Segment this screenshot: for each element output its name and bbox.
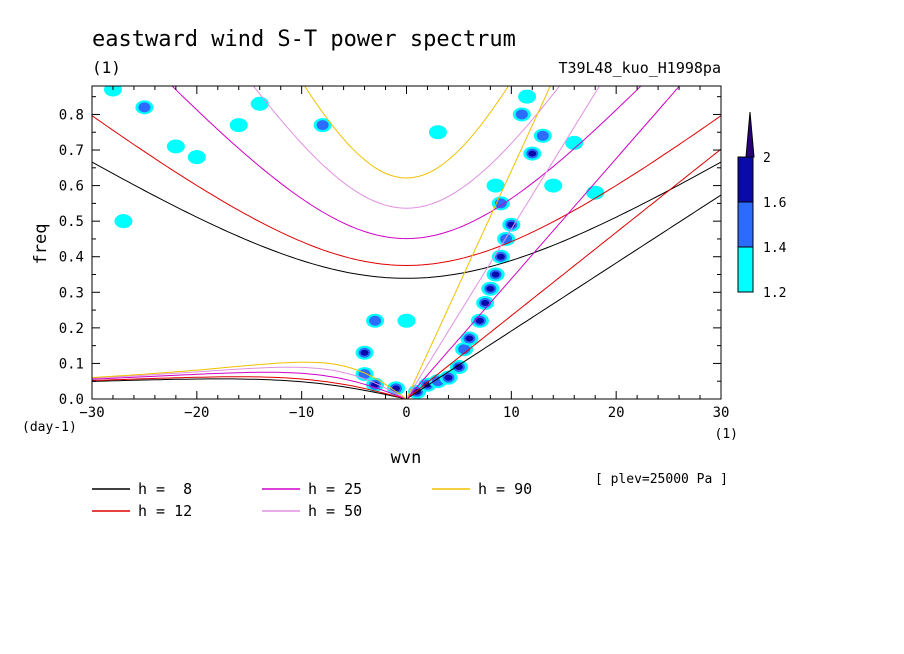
kelvin-curve: [406, 148, 721, 399]
colorbar-box-low: [737, 246, 754, 293]
power-blob-core: [371, 381, 380, 388]
colorbar-box-top: [737, 156, 754, 203]
power-blob-core: [360, 349, 369, 356]
colorbar-arrow: [745, 111, 755, 158]
power-blob-outer: [103, 86, 122, 97]
power-blob-mid: [316, 120, 329, 131]
power-blob-outer: [586, 185, 605, 200]
power-blob-mid: [458, 344, 471, 355]
x-tick-label: −30: [79, 405, 104, 421]
gravity-wave-curve: [171, 86, 642, 240]
rossby-curve: [92, 361, 407, 399]
legend-label: h = 8: [138, 480, 192, 498]
colorbar-box-mid: [737, 201, 754, 248]
power-blob-core: [444, 374, 453, 381]
y-tick-label: 0.6: [59, 179, 84, 195]
rossby-curve: [92, 378, 407, 399]
run-label: T39L48_kuo_H1998pa: [558, 59, 721, 77]
legend: h = 8 h = 12 h = 25 h = 50 h = 90: [92, 480, 532, 520]
x-tick-label: −10: [289, 405, 314, 421]
gravity-wave-curve: [252, 86, 561, 209]
power-blob-outer: [518, 89, 537, 104]
legend-label: h = 90: [478, 480, 532, 498]
rossby-curve: [92, 376, 407, 399]
y-tick-label: 0.7: [59, 143, 84, 159]
y-axis-label: freq: [31, 224, 51, 265]
kelvin-curve: [406, 86, 601, 399]
power-blob-outer: [565, 135, 584, 150]
plot-frame: [91, 85, 722, 400]
power-blob-mid: [500, 233, 513, 244]
kelvin-curve: [406, 86, 681, 399]
power-blob-mid: [369, 315, 382, 326]
power-blob-core: [496, 253, 505, 260]
colorbar-label-1-4: 1.4: [763, 241, 787, 256]
y-axis-ticks: 0.0 0.1 0.2 0.3 0.4 0.5 0.6 0.7 0.8: [59, 96, 721, 408]
rossby-curve: [92, 366, 407, 399]
colorbar-label-1-2: 1.2: [763, 286, 786, 301]
level-note: [ plev=25000 Pa ]: [595, 472, 728, 487]
power-blob-outer: [544, 178, 563, 193]
power-blob-mid: [515, 109, 528, 120]
y-tick-label: 0.4: [59, 250, 84, 266]
power-blob-outer: [397, 313, 416, 328]
power-blob-mid: [536, 130, 549, 141]
power-blob-outer: [486, 178, 505, 193]
power-blob-outer: [428, 125, 447, 140]
y-tick-label: 0.8: [59, 107, 84, 123]
power-contours: [103, 86, 605, 399]
x-tick-label: 20: [608, 405, 625, 421]
power-blob-outer: [250, 96, 269, 111]
x-tick-label: 10: [503, 405, 520, 421]
x-axis-ticks: −30 −20 −10 0 10 20 30: [79, 86, 729, 421]
y-tick-label: 0.0: [59, 392, 84, 408]
colorbar: 2 1.6 1.4 1.2: [737, 111, 787, 301]
y-tick-label: 0.5: [59, 214, 84, 230]
x-tick-label: −20: [184, 405, 209, 421]
x-axis-label: wvn: [391, 448, 422, 468]
x-unit-label: (1): [715, 427, 738, 442]
power-blob-outer: [166, 139, 185, 154]
legend-label: h = 25: [308, 480, 362, 498]
gravity-wave-curve: [92, 161, 721, 279]
power-blob-outer: [229, 118, 248, 133]
chart-title: eastward wind S-T power spectrum: [92, 27, 516, 52]
rossby-curve: [92, 371, 407, 399]
y-tick-label: 0.2: [59, 321, 84, 337]
legend-label: h = 50: [308, 502, 362, 520]
power-blob-core: [481, 299, 490, 306]
colorbar-label-1-6: 1.6: [763, 196, 786, 211]
x-tick-label: 0: [402, 405, 410, 421]
power-blob-core: [528, 150, 537, 157]
power-blob-mid: [138, 102, 151, 113]
plot-area: [92, 86, 721, 399]
kelvin-curve: [406, 86, 551, 399]
power-blob-core: [392, 385, 401, 392]
y-unit-label: (day-1): [22, 420, 77, 435]
gravity-wave-curve: [304, 86, 509, 179]
kelvin-curve: [406, 194, 721, 399]
gravity-wave-curve: [92, 115, 721, 267]
dispersion-curves: [92, 86, 721, 399]
chart-subtitle: (1): [92, 58, 121, 77]
x-tick-label: 30: [713, 405, 730, 421]
y-tick-label: 0.1: [59, 356, 84, 372]
power-blob-core: [454, 363, 463, 370]
colorbar-label-2: 2: [763, 151, 771, 166]
power-blob-outer: [187, 150, 206, 165]
power-blob-core: [486, 285, 495, 292]
power-blob-core: [491, 271, 500, 278]
power-blob-core: [475, 317, 484, 324]
y-tick-label: 0.3: [59, 285, 84, 301]
power-blob-core: [465, 335, 474, 342]
legend-label: h = 12: [138, 502, 192, 520]
power-blob-outer: [114, 214, 133, 229]
